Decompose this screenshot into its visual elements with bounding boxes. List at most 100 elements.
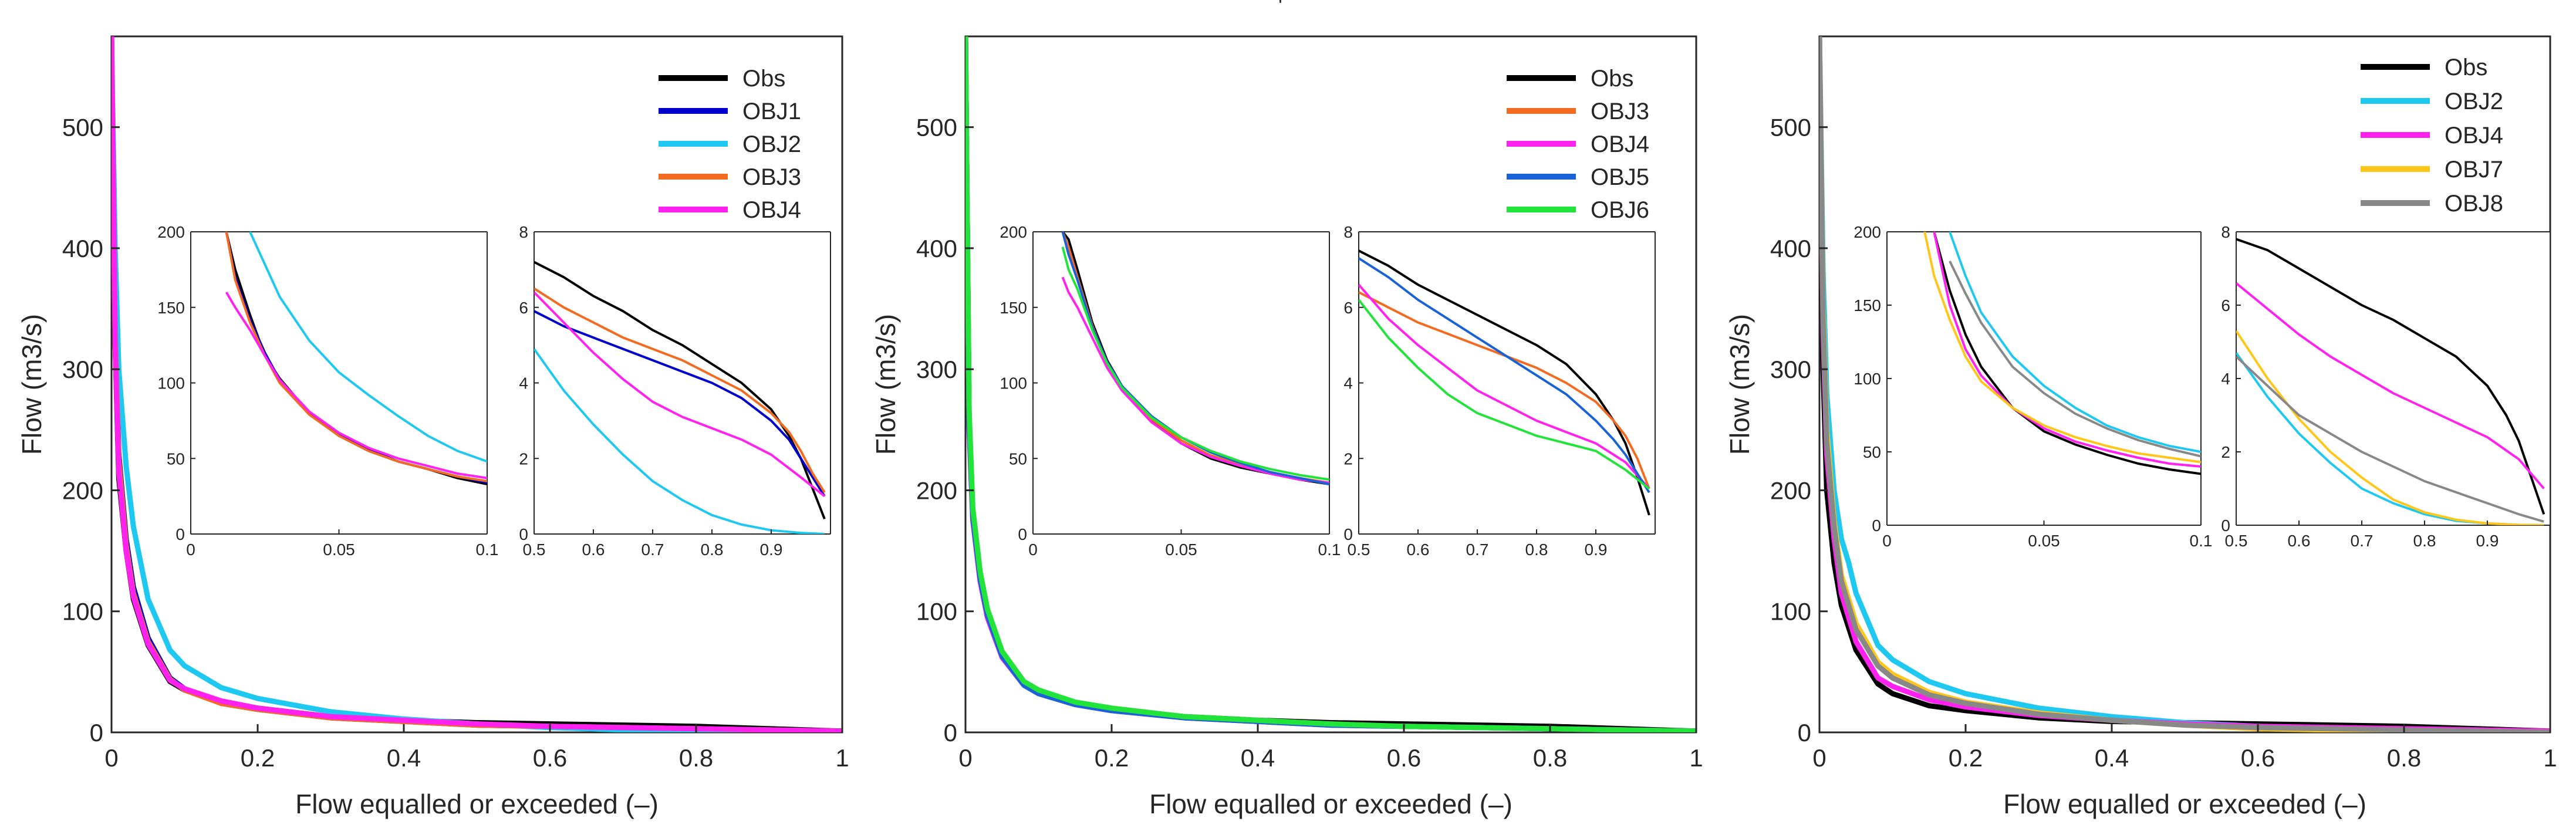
inset-high-exceedance: 0.5 0.6 0.7 0.8 0.9 0 2 4 6 8 [2221,223,2551,550]
inset-series-line-obj2 [534,348,825,534]
y-tick-label: 400 [1770,235,1811,262]
x-tick-label: 1 [835,744,849,772]
inset-series-line-obj6 [1359,299,1650,490]
y-tick-label: 100 [1770,598,1811,626]
legend-label-obj2: OBJ2 [742,131,801,157]
legend: Obs OBJ2 OBJ4 OBJ7 OBJ8 [2347,49,2542,221]
series-line-obj8 [1819,36,2550,732]
x-tick-label: 0.8 [2387,744,2421,772]
x-tick-label: 0 [958,744,972,772]
legend-label-obj4: OBJ4 [2445,123,2503,148]
legend-label-obj6: OBJ6 [1591,197,1649,223]
x-tick-label: 1 [2543,744,2557,772]
inset-x-tick-label: 0 [1882,532,1892,550]
inset-background [1033,232,1329,534]
legend-label-obj1: OBJ1 [742,99,801,124]
y-tick-label: 200 [1770,477,1811,504]
series-group [965,36,1696,732]
inset-x-tick-label: 0.5 [2225,532,2248,550]
inset-y-tick-label: 150 [157,299,185,317]
stray-mark: ' [1278,0,1282,18]
legend-label-obj7: OBJ7 [2445,157,2503,183]
x-tick-label: 0.4 [387,744,421,772]
inset-series-line-obj3 [225,232,487,482]
x-tick-label: 0.6 [1387,744,1421,772]
inset-x-tick-label: 0.6 [1407,540,1430,559]
x-tick-label: 0.6 [533,744,567,772]
inset-low-exceedance: 0 0.05 0.1 0 50 100 150 200 [157,223,498,559]
inset-series-group [1359,249,1650,516]
x-tick-label: 0 [1812,744,1826,772]
inset-series-group [534,261,826,534]
x-tick-label: 0 [104,744,118,772]
inset-y-tick-label: 100 [1000,374,1027,393]
inset-x-tick-label: 0.8 [1525,540,1548,559]
inset-y-tick-label: 100 [157,374,185,393]
y-tick-label: 200 [62,477,103,504]
series-line-obj6 [965,36,1696,732]
y-tick-label: 0 [1798,719,1811,746]
inset-series-line-obs [1933,232,2201,475]
x-tick-label: 0.2 [1095,744,1129,772]
inset-x-tick-label: 0.7 [1466,540,1489,559]
inset-series-line-obj4 [225,291,487,479]
y-tick-label: 400 [62,235,103,262]
y-axis-label: Flow (m3/s) [16,314,47,455]
inset-y-tick-label: 6 [519,299,528,317]
inset-series-line-obs [2236,238,2545,515]
inset-y-tick-label: 200 [1853,223,1881,241]
inset-y-tick-label: 2 [519,450,528,468]
legend-label-obs: Obs [742,66,785,92]
inset-series-line-obj4 [1933,232,2201,468]
y-axis-label: Flow (m3/s) [870,314,901,455]
legend-label-obj3: OBJ3 [1591,99,1649,124]
x-tick-label: 0.8 [679,744,713,772]
legend-label-obj8: OBJ8 [2445,191,2503,217]
y-tick-label: 0 [944,719,957,746]
inset-series-line-obj4 [534,291,826,498]
inset-y-tick-label: 2 [2221,443,2230,461]
inset-series-group [1061,232,1329,485]
inset-x-tick-label: 0.05 [1165,540,1197,559]
inset-low-exceedance: 0 0.05 0.1 0 50 100 150 200 [1853,223,2212,550]
inset-y-tick-label: 6 [2221,296,2230,315]
inset-x-tick-label: 0 [186,540,195,559]
inset-y-tick-label: 4 [1343,374,1353,393]
inset-series-line-obj8 [1949,261,2201,458]
inset-series-line-obj2 [249,232,487,463]
y-axis-label: Flow (m3/s) [1724,314,1755,455]
x-tick-label: 0.4 [1241,744,1275,772]
inset-series-line-obj4 [1359,283,1650,490]
x-axis-label: Flow equalled or exceeded (–) [1149,789,1512,819]
y-tick-label: 200 [916,477,957,504]
inset-y-tick-label: 2 [1343,450,1353,468]
inset-series-group [1923,232,2201,475]
legend-label-obj5: OBJ5 [1591,164,1649,190]
inset-y-tick-label: 150 [1853,296,1881,315]
y-tick-label: 500 [916,114,957,141]
legend-label-obs: Obs [1591,66,1633,92]
inset-series-line-obj3 [534,287,826,494]
inset-x-tick-label: 0.7 [642,540,664,559]
inset-series-line-obj5 [1359,257,1650,494]
inset-series-line-obj1 [534,310,826,497]
y-tick-label: 400 [916,235,957,262]
inset-x-tick-label: 0.8 [2413,532,2436,550]
legend: Obs OBJ3 OBJ4 OBJ5 OBJ6 [1493,61,1688,227]
inset-x-tick-label: 0.5 [523,540,546,559]
inset-x-tick-label: 0.6 [2288,532,2311,550]
inset-background [1887,232,2201,525]
inset-y-tick-label: 4 [519,374,528,393]
inset-x-tick-label: 0.1 [1318,540,1341,559]
x-tick-label: 0.2 [1949,744,1983,772]
inset-y-tick-label: 8 [519,223,528,241]
inset-x-tick-label: 0.6 [582,540,605,559]
inset-x-tick-label: 0.1 [476,540,499,559]
series-group [112,36,842,732]
series-group [1819,36,2550,732]
inset-y-tick-label: 0 [175,525,185,543]
inset-y-tick-label: 0 [1343,525,1353,543]
inset-series-line-obj4 [1061,276,1329,484]
x-axis-label: Flow equalled or exceeded (–) [295,789,659,819]
